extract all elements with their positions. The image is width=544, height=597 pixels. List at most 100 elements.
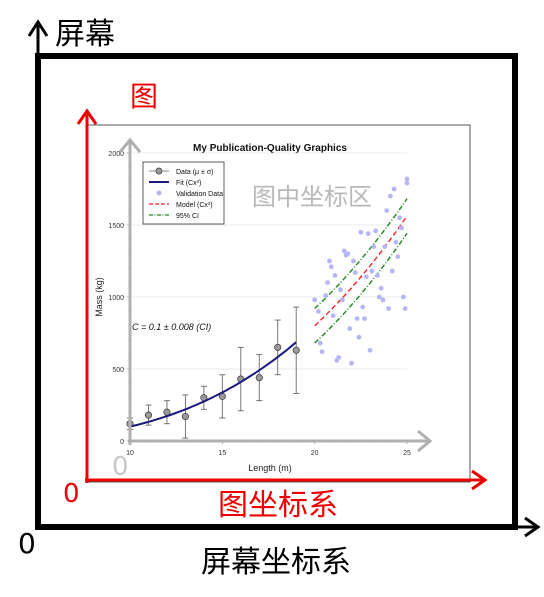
validation-point — [373, 228, 379, 234]
axes-x-arrowhead — [417, 429, 433, 453]
validation-point — [315, 309, 321, 314]
gridlines — [130, 152, 407, 370]
data-point — [181, 394, 189, 439]
y-tick-label: 0 — [120, 439, 124, 446]
chart: My Publication-Quality Graphics 0 500 1000… — [94, 143, 411, 473]
legend-label-fit: Fit (Cx³) — [176, 180, 201, 187]
validation-point — [328, 264, 334, 270]
validation-point — [325, 280, 330, 285]
legend-item-fit: Fit (Cx³) — [149, 180, 201, 187]
validation-point — [399, 225, 404, 231]
validation-point — [349, 360, 354, 366]
validation-point — [375, 273, 380, 278]
figure-y-arrowhead — [76, 108, 98, 125]
validation-point — [352, 270, 358, 275]
validation-point — [338, 287, 343, 293]
screen-caption: 屏幕坐标系 — [201, 545, 351, 580]
validation-point — [339, 297, 345, 303]
validation-point — [402, 306, 408, 311]
validation-point — [393, 239, 399, 245]
ci-lower-line — [314, 232, 408, 344]
validation-point — [351, 258, 356, 264]
figure-x-arrowhead — [471, 469, 488, 491]
validation-point — [378, 285, 384, 291]
legend-label-data: Data (μ ± σ) — [176, 169, 213, 176]
screen-origin-label: 0 — [18, 527, 36, 560]
data-point — [292, 306, 300, 394]
data-marker — [274, 343, 282, 351]
ci-upper-line — [314, 198, 408, 310]
screen-y-arrowhead — [27, 19, 49, 37]
y-tick-label: 1500 — [108, 223, 124, 230]
validation-point — [365, 231, 371, 237]
figure-coordinate-system: 图 0 图坐标系 — [63, 80, 488, 523]
validation-point — [382, 244, 388, 250]
validation-point — [327, 258, 332, 264]
validation-point — [363, 274, 369, 280]
validation-point — [387, 193, 393, 199]
validation-points — [312, 176, 410, 366]
y-axis-label: Mass (kg) — [94, 277, 104, 317]
data-marker — [144, 411, 153, 419]
fit-annotation: C = 0.1 ± 0.008 (CI) — [132, 322, 211, 332]
fit-line — [129, 341, 297, 428]
validation-point — [389, 268, 395, 274]
axes-origin-label: 0 — [112, 452, 129, 482]
figure-origin-label: 0 — [63, 479, 80, 509]
validation-point — [386, 306, 391, 311]
validation-point — [341, 248, 347, 254]
validation-point — [319, 349, 325, 355]
axis-ticks: 0 500 1000 1500 2000 10 15 20 25 — [108, 151, 411, 457]
validation-point — [371, 244, 377, 250]
validation-point — [354, 316, 360, 321]
validation-point — [384, 208, 390, 214]
validation-point — [404, 180, 410, 186]
validation-point — [404, 176, 410, 182]
axes-y-arrowhead — [118, 137, 142, 153]
x-tick-label: 25 — [403, 450, 411, 457]
validation-point — [397, 215, 403, 221]
legend-item-data: Data (μ ± σ) — [149, 167, 213, 176]
validation-point — [367, 347, 373, 353]
screen-coordinate-system: 屏幕 0 屏幕坐标系 — [18, 17, 541, 580]
data-marker — [255, 374, 263, 382]
data-point — [274, 319, 282, 376]
validation-point — [312, 297, 318, 303]
validation-point — [400, 294, 406, 300]
validation-point — [347, 326, 353, 332]
legend-item-model: Model (Cx³) — [149, 202, 213, 209]
validation-point — [376, 294, 382, 300]
data-point — [218, 374, 226, 419]
fit-curve — [129, 341, 297, 428]
validation-point — [323, 293, 329, 298]
data-marker — [292, 346, 300, 354]
data-marker — [181, 412, 189, 421]
legend: Data (μ ± σ) Fit (Cx³) Validation Data M… — [142, 161, 225, 225]
data-point — [255, 354, 263, 402]
validation-point — [360, 304, 366, 310]
y-tick-label: 2000 — [108, 151, 124, 158]
x-tick-label: 15 — [218, 450, 226, 457]
axes-coordinate-system: 0 图中坐标区 — [112, 137, 433, 482]
ci-lines — [314, 198, 408, 344]
model-line — [314, 215, 408, 327]
validation-point — [356, 334, 362, 340]
legend-label-ci: 95% CI — [176, 213, 199, 220]
y-tick-label: 1000 — [108, 295, 124, 302]
validation-point — [332, 273, 338, 278]
figure-label: 图 — [130, 80, 158, 113]
figure-caption: 图坐标系 — [218, 488, 338, 523]
x-axis-label: Length (m) — [248, 463, 292, 473]
chart-title: My Publication-Quality Graphics — [193, 143, 347, 154]
legend-item-ci: 95% CI — [149, 213, 199, 220]
validation-point — [317, 340, 323, 346]
validation-point — [391, 186, 397, 192]
data-point — [200, 385, 208, 410]
validation-point — [345, 251, 351, 257]
validation-point — [369, 268, 375, 274]
screen-title: 屏幕 — [55, 17, 115, 52]
screen-x-arrowhead — [524, 516, 541, 538]
data-points — [126, 306, 300, 439]
